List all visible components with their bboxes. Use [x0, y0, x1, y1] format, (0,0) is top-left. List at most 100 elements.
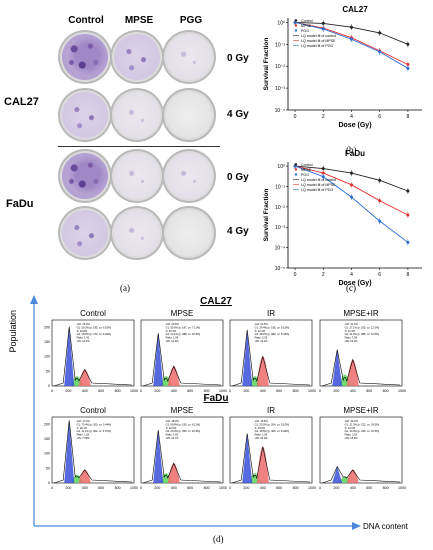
- legend-entry: Control: [301, 19, 313, 23]
- y-tick-label: 10⁻³: [275, 225, 285, 231]
- x-tick-label: 200: [65, 486, 71, 490]
- x-tick-label: 0: [319, 486, 321, 490]
- legend-marker: [294, 19, 298, 22]
- x-tick-label: 0: [229, 486, 231, 490]
- cell-cycle-stat: Ratio: 1.99: [166, 336, 179, 340]
- y-tick-label: 50: [46, 466, 50, 470]
- survival-charts: CAL27 10⁰ 10⁻¹ 10⁻² 10⁻³ 10⁻⁴ 0 2 4 6 8 Dose (Gy) Su…: [263, 5, 422, 287]
- x-tick-label: 0: [51, 389, 53, 393]
- flow-panel-title: MPSE+IR: [343, 309, 379, 318]
- histogram-outline: [321, 465, 401, 484]
- x-tick-label: 8: [407, 114, 410, 120]
- g1-peak-area: [64, 420, 75, 483]
- cell-cycle-stat: S: 22.4%: [255, 329, 266, 333]
- g2-peak-area: [78, 369, 91, 386]
- cell-cycle-stat: S: 18.1%: [77, 426, 88, 430]
- x-tick-label: 800: [115, 486, 121, 490]
- x-tick-label: 600: [187, 389, 193, 393]
- y-tick-label: 10⁻¹: [275, 42, 285, 48]
- y-tick-label: 200: [44, 325, 50, 329]
- colony-plate: [58, 88, 112, 142]
- separator-line: [58, 146, 220, 147]
- x-tick-label: 6: [378, 114, 381, 120]
- colony-plate: [110, 30, 164, 84]
- panel-label-b: (b): [346, 145, 357, 155]
- x-tick-label: 200: [243, 486, 249, 490]
- col-header-mpse: MPSE: [124, 15, 154, 26]
- x-tick-label: 1000: [130, 389, 138, 393]
- cell-cycle-stat: •G0: 18.3%: [166, 419, 180, 423]
- cell-cycle-stat: G1: 21.3% [p: 222, cv: 24.5%]: [345, 422, 380, 426]
- population-axis-label: Population: [8, 310, 18, 353]
- x-tick-label: 400: [171, 486, 177, 490]
- x-tick-label: 1000: [219, 389, 227, 393]
- y-tick-label: 10⁻¹: [275, 184, 285, 190]
- data-point: [349, 183, 353, 187]
- x-tick-label: 800: [115, 389, 121, 393]
- legend-entry: PGG: [301, 173, 309, 177]
- cell-cycle-stat: •G0: 20.8%: [166, 322, 180, 326]
- cell-cycle-stat: G2: 48.5% [p: 406, cv: 8.49%]: [255, 429, 290, 433]
- y-tick-label: 10⁰: [277, 164, 285, 170]
- g1-peak-area: [153, 430, 164, 483]
- legend-marker: [294, 173, 298, 176]
- colony-plate: [58, 30, 112, 84]
- g1-peak-area: [332, 349, 343, 386]
- data-point: [349, 195, 353, 199]
- legend-entry: LQ model fit of control: [301, 178, 336, 182]
- data-point: [406, 213, 410, 217]
- data-point: [349, 37, 353, 41]
- y-tick-label: 10⁻⁴: [275, 246, 285, 252]
- x-tick-label: 200: [333, 389, 339, 393]
- data-point: [378, 199, 382, 203]
- x-tick-label: 0: [229, 389, 231, 393]
- legend-entry: Control: [301, 163, 313, 167]
- data-point: [349, 25, 353, 29]
- cell-cycle-stat: •G0: 31.2%: [345, 322, 359, 326]
- x-tick-label: 400: [260, 486, 266, 490]
- g2-peak-area: [167, 366, 180, 386]
- g1-peak-area: [242, 329, 253, 386]
- g2-peak-area: [256, 356, 269, 386]
- x-tick-label: 6: [378, 272, 381, 278]
- flow-plot-frame: [51, 416, 135, 484]
- y-tick-label: 200: [44, 422, 50, 426]
- x-tick-label: 400: [82, 389, 88, 393]
- x-tick-label: 4: [350, 272, 353, 278]
- data-point: [406, 42, 410, 46]
- cell-cycle-stat: •4N: 7.59%: [77, 436, 91, 440]
- data-point: [321, 21, 325, 25]
- cell-cycle-stat: G2: 20.3% [p: 359, cv: 10.9%]: [166, 429, 201, 433]
- cell-cycle-stat: Ratio: 1.89: [345, 336, 358, 340]
- g2-peak-area: [167, 463, 180, 483]
- data-point: [378, 50, 382, 54]
- x-tick-label: 800: [293, 486, 299, 490]
- flow-panel-title: MPSE+IR: [343, 406, 379, 415]
- data-point: [378, 31, 382, 35]
- legend-entry: MPSE: [301, 24, 312, 28]
- cell-cycle-stat: G1: 25.5% [p: 204, cv: 5.10%]: [255, 422, 290, 426]
- cell-cycle-stat: Ratio: 2.00: [345, 433, 358, 437]
- cell-cycle-stat: Ratio: 1.82: [77, 433, 90, 437]
- x-tick-label: 600: [366, 486, 372, 490]
- g2-peak-area: [346, 359, 359, 386]
- flow-panel-title: MPSE: [171, 309, 194, 318]
- x-tick-label: 600: [98, 389, 104, 393]
- y-tick-label: 10⁻⁵: [275, 266, 285, 272]
- x-tick-label: 800: [293, 389, 299, 393]
- data-point: [406, 62, 410, 66]
- colony-plate: [162, 206, 216, 260]
- data-point: [378, 178, 382, 182]
- y-tick-label: 0: [48, 384, 50, 388]
- cell-cycle-stat: G2: 18.0% [p: 370, cv: 6.02%]: [77, 332, 112, 336]
- cell-cycle-stat: Ratio: 1.82: [166, 433, 179, 437]
- x-tick-label: 1000: [219, 486, 227, 490]
- x-tick-label: 1000: [308, 486, 316, 490]
- g1-peak-area: [242, 433, 253, 483]
- x-tick-label: 600: [187, 486, 193, 490]
- data-point: [321, 171, 325, 175]
- cell-cycle-stat: S: 24.0%: [345, 426, 356, 430]
- histogram-outline: [142, 430, 222, 484]
- cell-cycle-stat: •G0: 16.3%: [77, 322, 91, 326]
- colony-plate: [162, 149, 216, 203]
